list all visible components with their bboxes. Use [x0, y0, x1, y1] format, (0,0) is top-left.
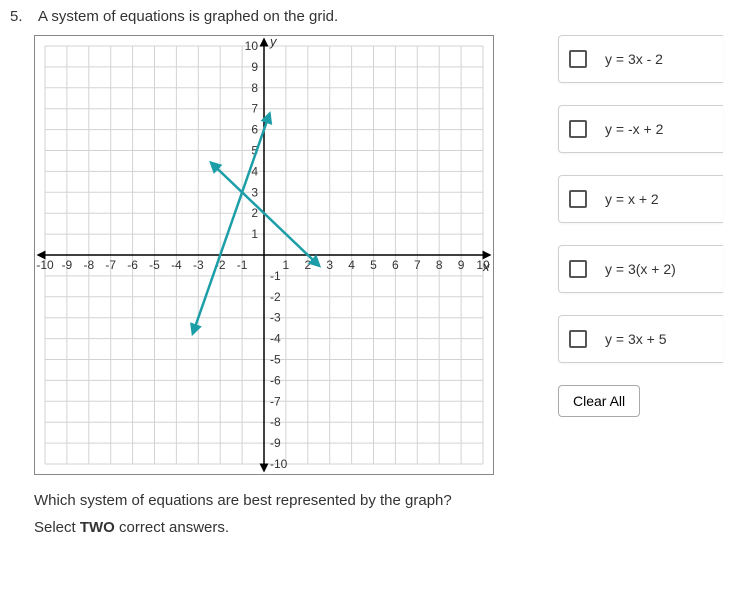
svg-text:-5: -5: [270, 353, 281, 367]
svg-text:7: 7: [414, 258, 421, 272]
question-number: 5.: [10, 8, 30, 25]
svg-text:-5: -5: [149, 258, 160, 272]
clear-all-button[interactable]: Clear All: [558, 385, 640, 417]
option-label: y = -x + 2: [605, 121, 663, 137]
option-label: y = 3x + 5: [605, 331, 666, 347]
option-a[interactable]: y = 3x - 2: [558, 35, 723, 83]
option-c[interactable]: y = x + 2: [558, 175, 723, 223]
option-b[interactable]: y = -x + 2: [558, 105, 723, 153]
instruction: Select TWO correct answers.: [34, 519, 533, 536]
svg-text:1: 1: [283, 258, 290, 272]
svg-text:-8: -8: [83, 258, 94, 272]
option-e[interactable]: y = 3x + 5: [558, 315, 723, 363]
graph-area: -10-9-8-7-6-5-4-3-2-11234567891012345678…: [34, 35, 494, 475]
option-label: y = 3(x + 2): [605, 261, 676, 277]
checkbox-icon[interactable]: [569, 330, 587, 348]
svg-text:6: 6: [392, 258, 399, 272]
svg-text:5: 5: [370, 258, 377, 272]
question-stem: A system of equations is graphed on the …: [38, 8, 338, 25]
svg-text:-9: -9: [62, 258, 73, 272]
svg-text:-10: -10: [270, 457, 288, 471]
checkbox-icon[interactable]: [569, 190, 587, 208]
svg-text:x: x: [482, 259, 490, 274]
svg-text:y: y: [269, 36, 278, 49]
svg-text:-7: -7: [105, 258, 116, 272]
svg-text:3: 3: [326, 258, 333, 272]
svg-text:3: 3: [251, 185, 258, 199]
svg-text:8: 8: [436, 258, 443, 272]
svg-text:-4: -4: [171, 258, 182, 272]
svg-text:-8: -8: [270, 415, 281, 429]
sub-question: Which system of equations are best repre…: [34, 490, 533, 513]
svg-text:-2: -2: [270, 290, 281, 304]
svg-text:1: 1: [251, 227, 258, 241]
svg-text:2: 2: [304, 258, 311, 272]
svg-text:8: 8: [251, 81, 258, 95]
svg-text:7: 7: [251, 102, 258, 116]
svg-text:-6: -6: [270, 373, 281, 387]
checkbox-icon[interactable]: [569, 120, 587, 138]
svg-text:-3: -3: [193, 258, 204, 272]
svg-text:9: 9: [458, 258, 465, 272]
svg-text:-9: -9: [270, 436, 281, 450]
option-label: y = 3x - 2: [605, 51, 663, 67]
svg-text:-4: -4: [270, 332, 281, 346]
svg-text:4: 4: [348, 258, 355, 272]
svg-text:-10: -10: [36, 258, 54, 272]
svg-text:-3: -3: [270, 311, 281, 325]
svg-text:-1: -1: [270, 269, 281, 283]
svg-text:-1: -1: [237, 258, 248, 272]
svg-text:-6: -6: [127, 258, 138, 272]
svg-text:-7: -7: [270, 394, 281, 408]
svg-text:6: 6: [251, 123, 258, 137]
checkbox-icon[interactable]: [569, 50, 587, 68]
option-d[interactable]: y = 3(x + 2): [558, 245, 723, 293]
svg-text:10: 10: [245, 39, 259, 53]
option-label: y = x + 2: [605, 191, 659, 207]
checkbox-icon[interactable]: [569, 260, 587, 278]
svg-text:9: 9: [251, 60, 258, 74]
